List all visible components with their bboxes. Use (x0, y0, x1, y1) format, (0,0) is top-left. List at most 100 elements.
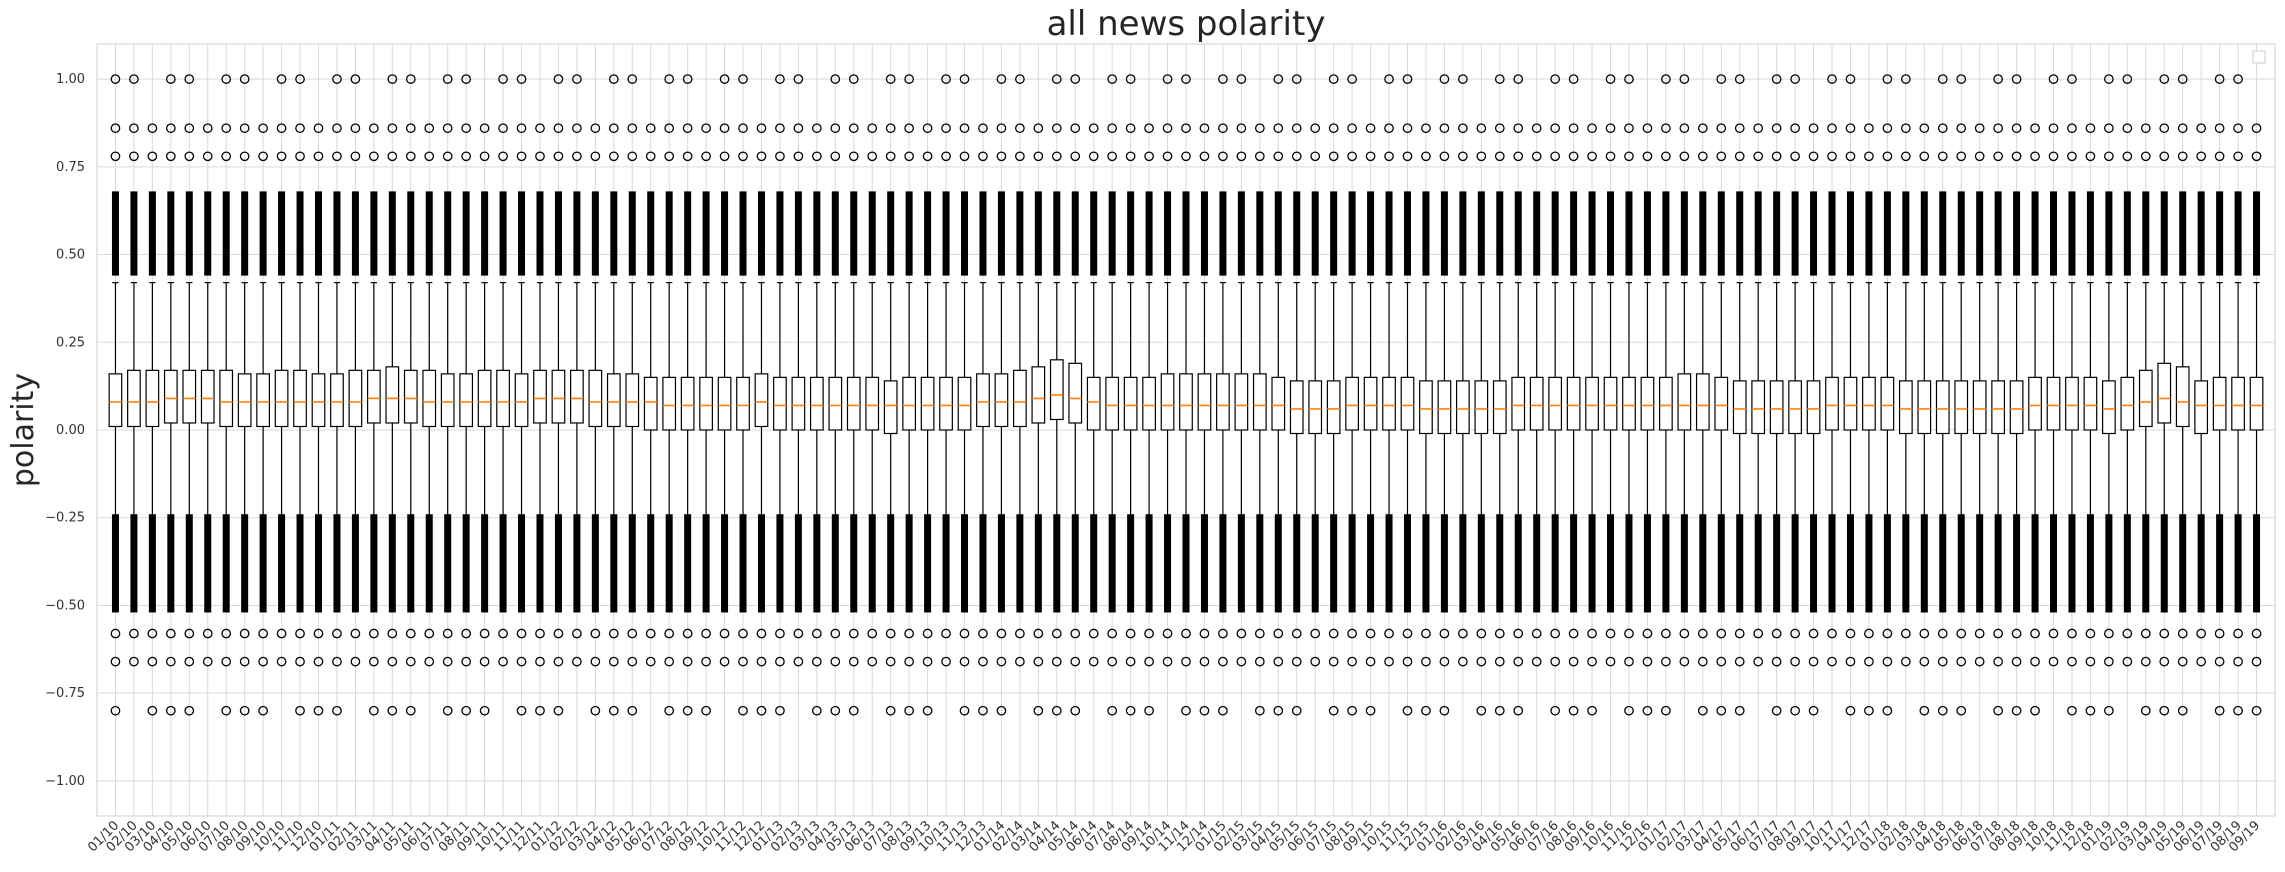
outlier-point (2030, 123, 2040, 134)
upper-outlier-cluster (794, 191, 802, 276)
outlier-point (1273, 151, 1284, 162)
upper-outlier-cluster (148, 191, 156, 276)
box-iqr (606, 373, 621, 428)
outlier-point (1919, 628, 1930, 639)
outlier-point (1882, 151, 1893, 162)
outlier-point (239, 151, 250, 162)
outlier-point (184, 656, 195, 667)
upper-outlier-cluster (739, 191, 747, 276)
y-tick-label: 0.50 (56, 248, 85, 263)
outlier-point (332, 656, 342, 667)
outlier-point (1845, 123, 1856, 134)
outlier-point (1051, 705, 1062, 716)
box-iqr (625, 373, 640, 428)
lower-outlier-cluster (1053, 514, 1061, 613)
outlier-point (627, 656, 638, 667)
outlier-point (2233, 628, 2243, 639)
outlier-point (2214, 705, 2225, 716)
outlier-point (682, 628, 693, 639)
box-iqr (1086, 376, 1101, 431)
upper-outlier-cluster (1514, 191, 1522, 276)
y-tick-label: 0.00 (56, 423, 85, 438)
outlier-point (1605, 628, 1616, 639)
box-iqr (127, 369, 141, 428)
outlier-point (867, 123, 878, 134)
x-tick-labels: 01/1002/1003/1004/1005/1006/1007/1008/10… (85, 818, 2263, 855)
outlier-point (608, 74, 619, 84)
upper-outlier-cluster (2105, 191, 2113, 276)
lower-outlier-cluster (924, 514, 932, 613)
outlier-point (369, 123, 379, 134)
outlier-point (1587, 123, 1597, 134)
outlier-point (1181, 74, 1191, 84)
outlier-point (498, 151, 508, 162)
box-iqr (1659, 376, 1673, 431)
outlier-point (2214, 628, 2225, 639)
outlier-point (1531, 151, 1542, 162)
outlier-point (1162, 151, 1173, 162)
outlier-point (608, 628, 619, 639)
outlier-point (572, 656, 582, 667)
lower-outlier-cluster (1994, 514, 2002, 613)
outlier-point (738, 656, 748, 667)
upper-outlier-cluster (1108, 191, 1116, 276)
upper-outlier-cluster (868, 191, 876, 276)
outlier-point (2067, 656, 2077, 667)
outlier-point (1291, 123, 1302, 134)
box-iqr (643, 376, 658, 431)
outlier-point (442, 656, 453, 667)
outlier-point (719, 74, 730, 84)
box-iqr (1179, 373, 1193, 431)
lower-outlier-cluster (1237, 514, 1245, 613)
outlier-point (848, 705, 859, 716)
outlier-point (590, 123, 601, 134)
outlier-point (1125, 74, 1136, 84)
box-iqr (366, 369, 381, 424)
lower-outlier-cluster (1256, 514, 1264, 613)
outlier-point (1900, 123, 1911, 134)
box-iqr (662, 376, 677, 431)
outlier-point (811, 628, 822, 639)
upper-outlier-cluster (222, 191, 230, 276)
outlier-point (479, 628, 490, 639)
outlier-point (2104, 705, 2114, 716)
outlier-point (1218, 151, 1228, 162)
outlier-point (1291, 74, 1302, 84)
outlier-point (756, 628, 767, 639)
lower-outlier-cluster (1367, 514, 1375, 613)
outlier-point (1162, 656, 1173, 667)
outlier-point (627, 705, 638, 716)
outlier-point (664, 123, 675, 134)
outlier-point (442, 74, 453, 84)
outlier-point (664, 151, 675, 162)
outlier-point (387, 74, 398, 84)
box-iqr (957, 376, 972, 431)
outlier-point (258, 656, 268, 667)
outlier-point (1550, 151, 1561, 162)
outlier-point (1494, 705, 1505, 716)
outlier-point (461, 74, 472, 84)
box-iqr (459, 373, 474, 428)
outlier-point (2085, 151, 2096, 162)
outlier-point (1254, 705, 1265, 716)
outlier-point (239, 123, 250, 134)
lower-outlier-cluster (2253, 514, 2261, 613)
box-iqr (1419, 380, 1433, 435)
outlier-point (498, 656, 508, 667)
outlier-point (1494, 628, 1505, 639)
outlier-point (516, 656, 527, 667)
outlier-point (165, 123, 176, 134)
upper-outlier-cluster (1994, 191, 2002, 276)
outlier-point (258, 151, 268, 162)
lower-outlier-cluster (1145, 514, 1153, 613)
outlier-point (664, 656, 675, 667)
lower-outlier-cluster (942, 514, 950, 613)
outlier-point (276, 123, 287, 134)
outlier-point (2030, 628, 2040, 639)
box-iqr (1806, 380, 1821, 435)
lower-outlier-cluster (278, 514, 286, 613)
outlier-point (1790, 656, 1800, 667)
upper-outlier-cluster (1127, 191, 1135, 276)
outlier-point (1107, 123, 1118, 134)
upper-outlier-cluster (628, 191, 636, 276)
